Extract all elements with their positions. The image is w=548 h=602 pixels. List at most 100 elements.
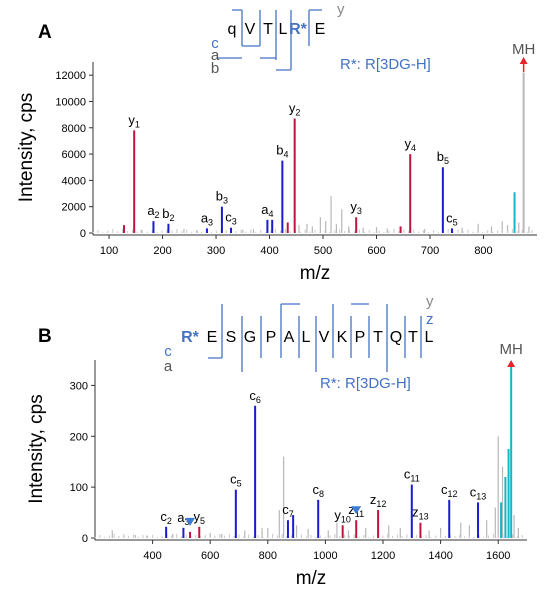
marker-arrow	[351, 506, 362, 515]
sequence-residue-11: Q	[390, 329, 402, 346]
mh-label: MH	[512, 41, 535, 58]
peak-label-c3: c3	[225, 210, 237, 227]
x-tick-label: 800	[259, 550, 277, 562]
b-series-label: b	[211, 60, 219, 77]
peak-label-y5: y5	[193, 509, 205, 526]
y-tick-label: 2000	[62, 202, 86, 214]
sequence-residue-10: T	[373, 329, 383, 346]
y-tick-label: 12000	[55, 70, 86, 82]
peak-label-b4: b4	[276, 143, 288, 160]
panel-label-b: B	[38, 326, 52, 347]
sequence-residue-12: T	[408, 329, 418, 346]
x-axis-label: m/z	[296, 568, 327, 589]
peak-label-c7: c7	[282, 502, 294, 519]
peak-label-y4: y4	[404, 136, 416, 153]
peak-label-z11: z11	[348, 502, 364, 519]
mh-arrow-head	[519, 57, 528, 64]
x-tick-label: 600	[201, 550, 219, 562]
sequence-residue-2: S	[226, 329, 237, 346]
y-tick-label: 300	[70, 380, 88, 392]
peak-label-c11: c11	[404, 467, 420, 484]
peak-label-c6: c6	[249, 388, 261, 405]
x-tick-label: 400	[260, 245, 278, 257]
peak-label-z13: z13	[412, 505, 429, 522]
x-tick-label: 600	[367, 245, 385, 257]
modification-note: R*: R[3DG-H]	[320, 375, 411, 392]
peak-label-y10: y10	[334, 507, 351, 524]
y-axis-label: Intensity, cps	[26, 394, 47, 503]
y-series-label: y	[426, 293, 434, 310]
sequence-residue-13: L	[425, 329, 434, 346]
x-tick-label: 500	[314, 245, 332, 257]
marker-arrow	[185, 517, 196, 526]
panel-a-chart: 100 200 300 400 500 600 700 8000200040006000800…	[16, 1, 537, 284]
y-tick-label: 8000	[62, 123, 86, 135]
y-tick-label: 200	[70, 431, 88, 443]
z-series-label: z	[426, 311, 434, 328]
x-tick-label: 1400	[428, 550, 452, 562]
sequence-residue-9: P	[355, 329, 366, 346]
modification-note: R*: R[3DG-H]	[340, 56, 431, 73]
bracket-caps	[208, 303, 369, 359]
peak-label-a2: a2	[147, 203, 159, 220]
x-tick-label: 200	[153, 245, 171, 257]
x-tick-label: 700	[421, 245, 439, 257]
peak-label-y2: y2	[289, 101, 301, 118]
a-series-label: a	[211, 47, 220, 64]
peak-label-c5: c5	[446, 210, 458, 227]
sequence-residue-3: L	[279, 21, 288, 38]
peak-label-a3: a3	[201, 210, 213, 227]
sequence-residue-7: V	[319, 329, 330, 346]
peak-label-z12: z12	[370, 492, 387, 509]
peak-label-c2: c2	[160, 509, 172, 526]
x-tick-label: 300	[207, 245, 225, 257]
sequence-residue-4: R*	[289, 21, 308, 38]
panel-label-a: A	[38, 22, 52, 43]
sequence-residue-0: R*	[181, 329, 200, 346]
x-axis-label: m/z	[300, 263, 331, 284]
peak-label-c5: c5	[230, 472, 242, 489]
y-tick-label: 0	[80, 228, 86, 240]
sequence-residue-5: A	[284, 329, 295, 346]
x-tick-label: 400	[143, 550, 161, 562]
sequence-residue-1: V	[245, 21, 256, 38]
x-tick-label: 1600	[486, 550, 510, 562]
b-bracket-bottom	[218, 45, 291, 71]
sequence-residue-0: q	[228, 21, 237, 38]
peak-label-a3: a3	[177, 510, 189, 527]
peak-label-c8: c8	[312, 482, 324, 499]
peak-label-y1: y1	[128, 112, 140, 129]
y-tick-label: 10000	[55, 96, 86, 108]
c-series-label: c	[211, 35, 219, 52]
peak-label-b2: b2	[162, 206, 174, 223]
mh-label: MH	[499, 341, 522, 358]
x-tick-label: 1200	[371, 550, 395, 562]
sequence-residue-3: G	[244, 329, 256, 346]
y-tick-label: 0	[82, 533, 88, 545]
sequence-residue-8: K	[337, 329, 348, 346]
peak-label-y3: y3	[350, 199, 362, 216]
x-tick-label: 100	[100, 245, 118, 257]
sequence-residue-2: T	[263, 21, 273, 38]
peak-label-a4: a4	[261, 202, 273, 219]
peak-label-c13: c13	[470, 484, 487, 501]
c-series-label: c	[164, 343, 172, 360]
y-axis-label: Intensity, cps	[16, 93, 37, 202]
x-tick-label: 1000	[313, 550, 337, 562]
sequence-residue-4: P	[266, 329, 277, 346]
x-tick-label: 800	[474, 245, 492, 257]
y-tick-label: 6000	[62, 149, 86, 161]
peak-label-b3: b3	[216, 189, 228, 206]
peak-label-b5: b5	[437, 149, 449, 166]
y-series-label: y	[337, 1, 345, 18]
sequence-residue-5: E	[315, 21, 326, 38]
y-tick-label: 100	[70, 482, 88, 494]
y-tick-label: 4000	[62, 175, 86, 187]
sequence-residue-1: E	[207, 329, 218, 346]
a-series-label: a	[164, 358, 173, 375]
peak-label-c12: c12	[441, 482, 458, 499]
sequence-residue-6: L	[302, 329, 311, 346]
mh-arrow-head	[507, 360, 516, 367]
